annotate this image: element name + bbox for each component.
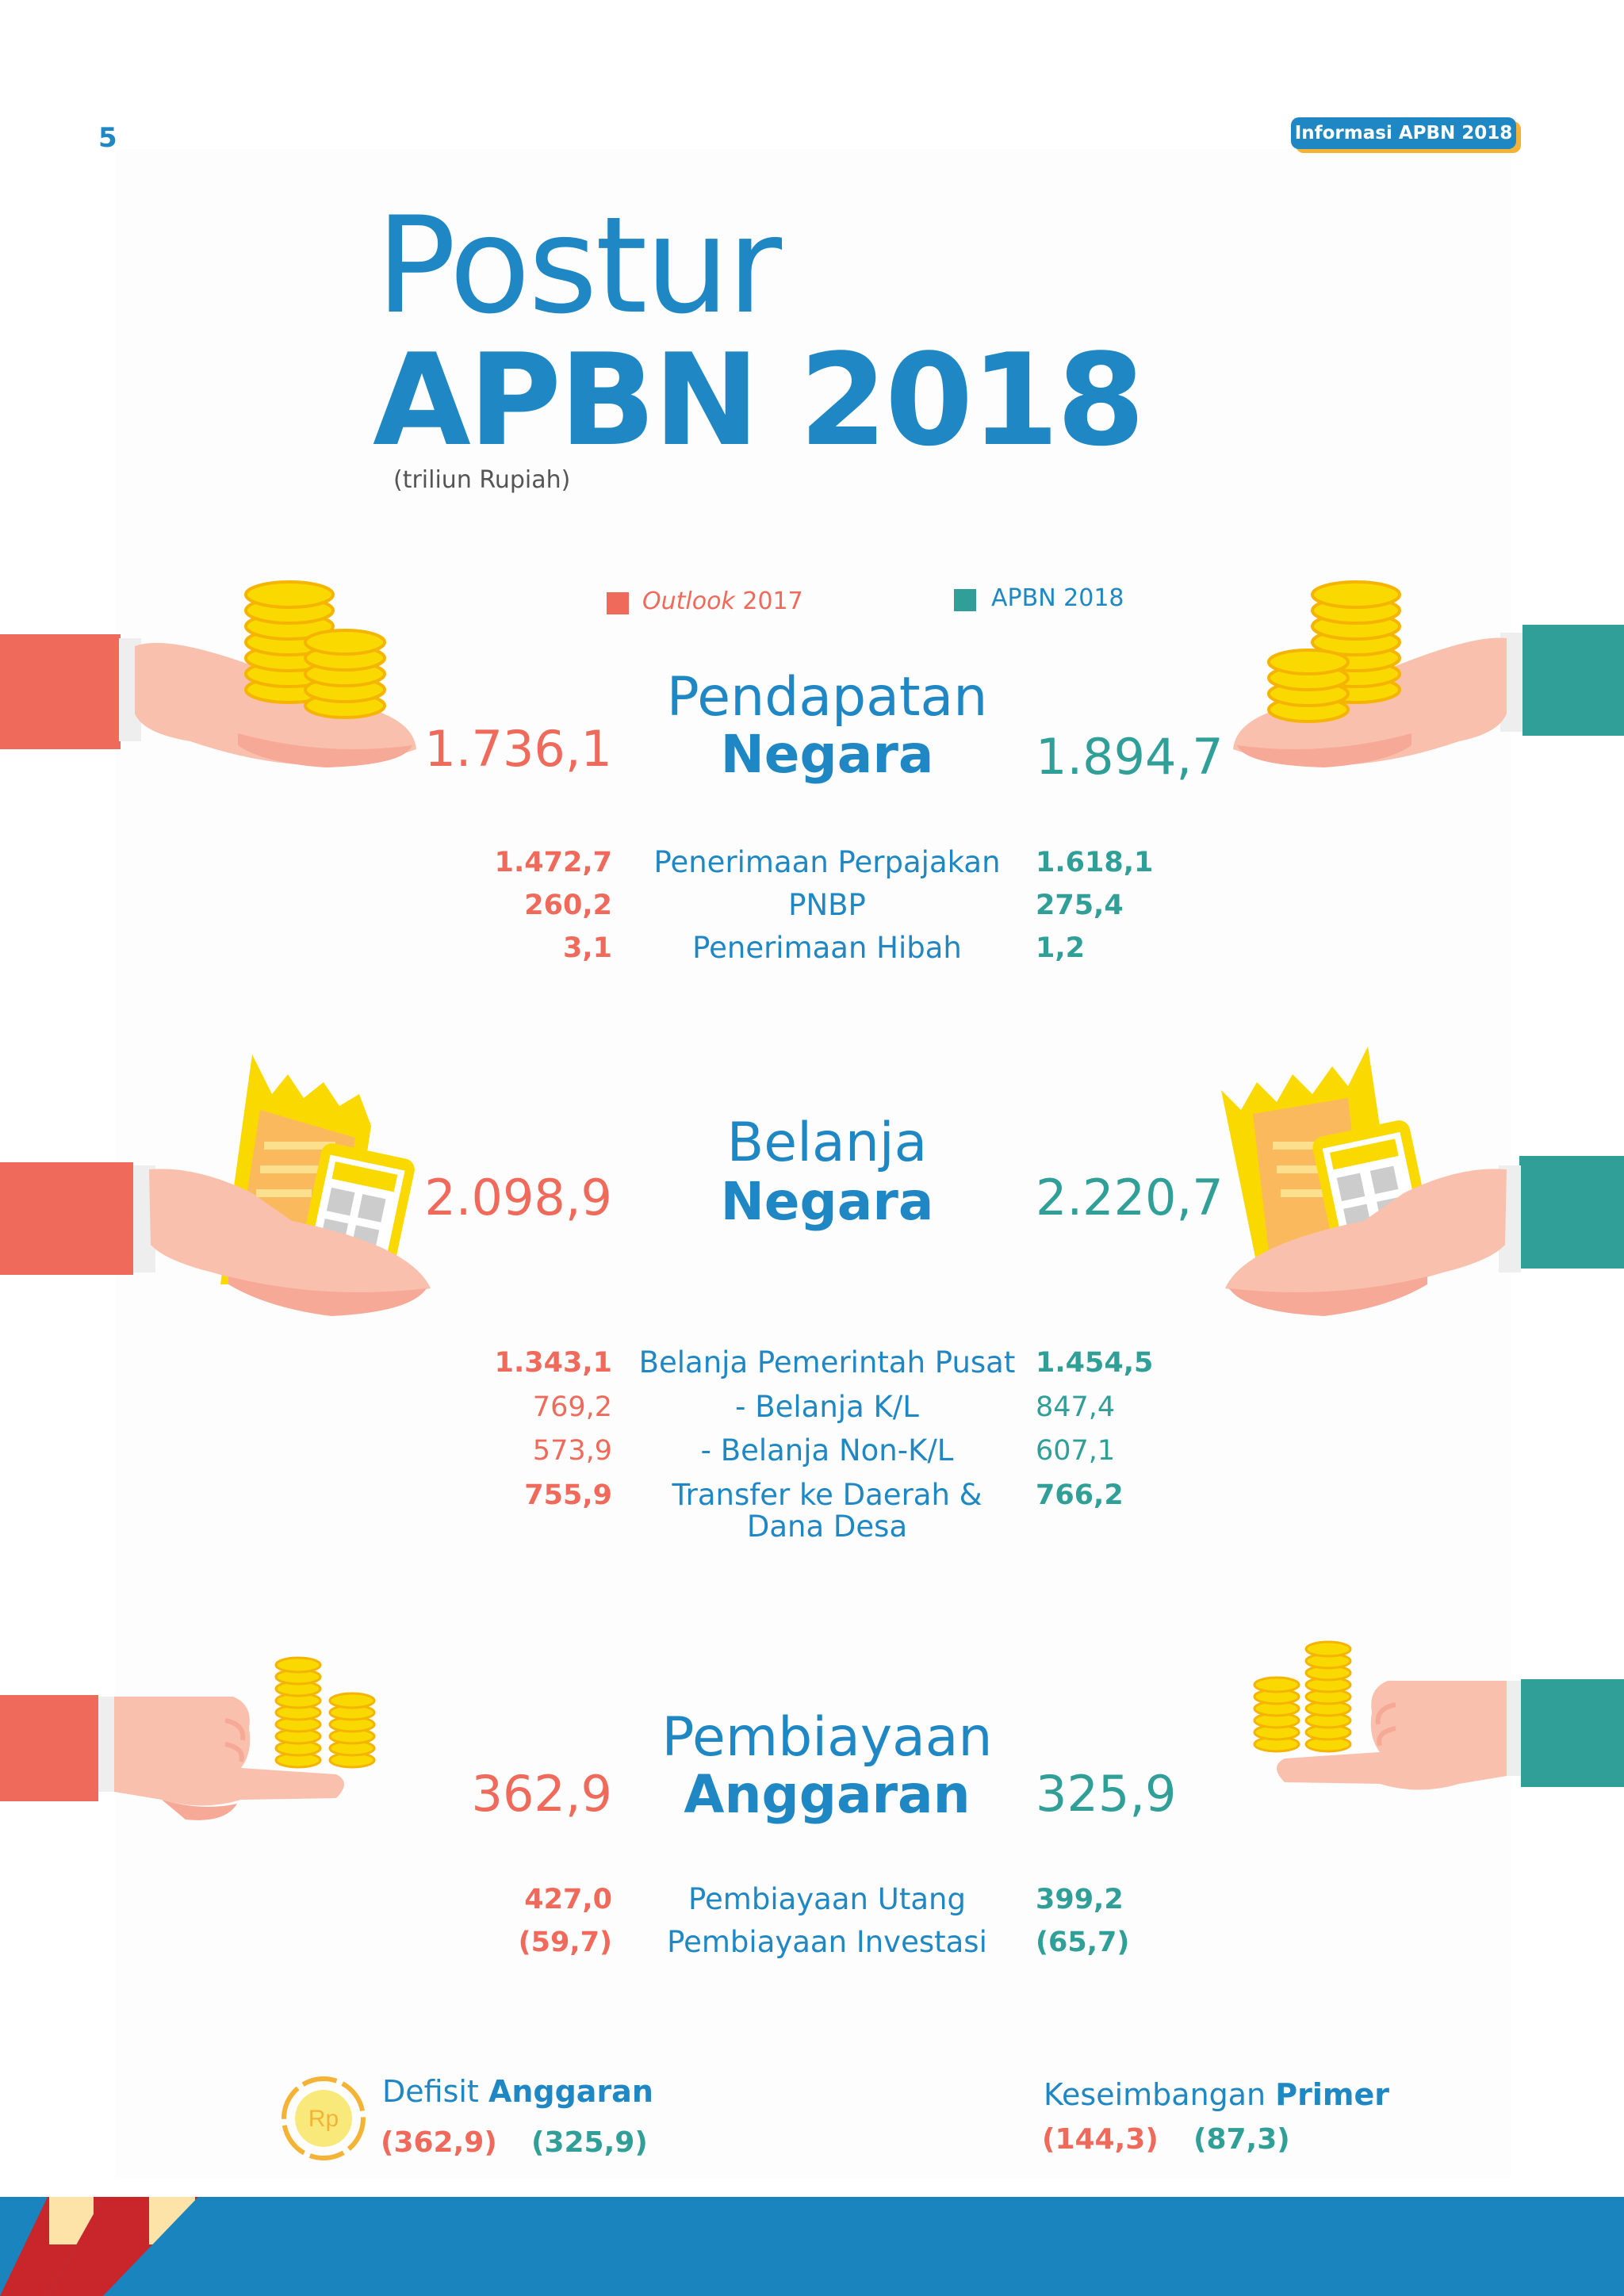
belanja-row4-apbn: 766,2 (1036, 1479, 1124, 1511)
defisit-label-b: Anggaran (488, 2074, 653, 2109)
belanja-row3-outlook: 573,9 (532, 1435, 612, 1467)
pendapatan-total-apbn: 1.894,7 (1036, 728, 1224, 786)
left-sleeve-2 (0, 1162, 133, 1275)
left-sleeve-3 (0, 1695, 98, 1801)
belanja-total-outlook: 2.098,9 (424, 1169, 612, 1226)
keseimbangan-outlook: (144,3) (1042, 2123, 1159, 2156)
header-badge: Informasi APBN 2018 (1291, 117, 1516, 149)
pendapatan-row3-outlook: 3,1 (562, 932, 612, 964)
keseimbangan-label-a: Keseimbangan (1044, 2077, 1266, 2112)
pendapatan-title-b: Negara (720, 724, 934, 785)
hand-coins-right-icon (1233, 580, 1522, 767)
belanja-row1-outlook: 1.343,1 (494, 1347, 612, 1379)
footer-decoration (0, 2197, 206, 2296)
hand-receipt-left-icon (133, 1054, 431, 1316)
defisit-label-a: Defisit (382, 2074, 479, 2109)
belanja-row3-label: - Belanja Non-K/L (700, 1433, 954, 1468)
pendapatan-row1-outlook: 1.472,7 (494, 847, 612, 878)
belanja-row2-apbn: 847,4 (1036, 1391, 1116, 1423)
pendapatan-title-a: Pendapatan (666, 666, 988, 729)
legend-outlook-italic: Outlook (642, 587, 735, 615)
keseimbangan-label-b: Primer (1275, 2077, 1389, 2112)
rupiah-coin-icon: Rp (282, 2076, 366, 2160)
legend-apbn: APBN 2018 (991, 584, 1124, 612)
legend-outlook: Outlook 2017 (642, 587, 803, 615)
legend-apbn-swatch (954, 589, 976, 611)
belanja-row1-label: Belanja Pemerintah Pusat (638, 1345, 1016, 1380)
pendapatan-total-outlook: 1.736,1 (424, 720, 612, 778)
left-sleeve-1 (0, 634, 121, 749)
pembiayaan-total-outlook: 362,9 (471, 1765, 613, 1823)
hand-coins-left-icon (119, 580, 416, 767)
pembiayaan-row1-apbn: 399,2 (1036, 1884, 1124, 1915)
pendapatan-row3-apbn: 1,2 (1036, 932, 1086, 964)
belanja-title-b: Negara (720, 1171, 934, 1232)
page-title-line1: Postur (376, 188, 782, 343)
pembiayaan-total-apbn: 325,9 (1036, 1765, 1177, 1823)
belanja-title-a: Belanja (726, 1112, 928, 1174)
page-title-line2: APBN 2018 (373, 326, 1145, 474)
legend-outlook-year: 2017 (742, 587, 803, 615)
hand-pointing-coins-left-icon (98, 1656, 376, 1820)
belanja-row2-outlook: 769,2 (532, 1391, 612, 1423)
pembiayaan-title-b: Anggaran (684, 1764, 971, 1825)
rupiah-coin-text: Rp (308, 2106, 339, 2132)
unit-note: (triliun Rupiah) (393, 466, 571, 494)
pendapatan-row3-label: Penerimaan Hibah (692, 931, 962, 965)
belanja-row4-label: Transfer ke Daerah & (672, 1478, 982, 1512)
defisit-label: Defisit Anggaran (382, 2074, 653, 2109)
right-sleeve-1 (1522, 625, 1624, 736)
pendapatan-row2-outlook: 260,2 (524, 890, 612, 921)
right-sleeve-2 (1519, 1156, 1624, 1269)
keseimbangan-apbn: (87,3) (1193, 2123, 1290, 2156)
hand-receipt-right-icon (1221, 1047, 1521, 1316)
belanja-row2-label: - Belanja K/L (735, 1390, 919, 1424)
belanja-row4-outlook: 755,9 (524, 1479, 612, 1511)
pembiayaan-row1-outlook: 427,0 (524, 1884, 612, 1915)
right-sleeve-3 (1521, 1679, 1624, 1787)
belanja-total-apbn: 2.220,7 (1036, 1169, 1224, 1226)
page-number: 5 (98, 122, 117, 154)
pembiayaan-row2-label: Pembiayaan Investasi (667, 1925, 987, 1959)
pendapatan-row2-label: PNBP (788, 888, 866, 922)
pendapatan-row1-label: Penerimaan Perpajakan (653, 845, 1001, 879)
defisit-outlook: (362,9) (381, 2126, 497, 2159)
belanja-row3-apbn: 607,1 (1036, 1435, 1116, 1467)
pembiayaan-row1-label: Pembiayaan Utang (688, 1882, 966, 1916)
belanja-row1-apbn: 1.454,5 (1036, 1347, 1154, 1379)
belanja-row4-label-line2: Dana Desa (746, 1510, 908, 1544)
defisit-apbn: (325,9) (531, 2126, 648, 2159)
pembiayaan-row2-outlook: (59,7) (518, 1927, 612, 1958)
keseimbangan-label: Keseimbangan Primer (1044, 2077, 1389, 2112)
footer-band (0, 2197, 1624, 2296)
pembiayaan-row2-apbn: (65,7) (1036, 1927, 1130, 1958)
pembiayaan-title-a: Pembiayaan (661, 1706, 993, 1769)
pendapatan-row1-apbn: 1.618,1 (1036, 847, 1154, 878)
legend-outlook-swatch (607, 592, 629, 614)
hand-pointing-coins-right-icon (1253, 1640, 1521, 1790)
pendapatan-row2-apbn: 275,4 (1036, 890, 1124, 921)
